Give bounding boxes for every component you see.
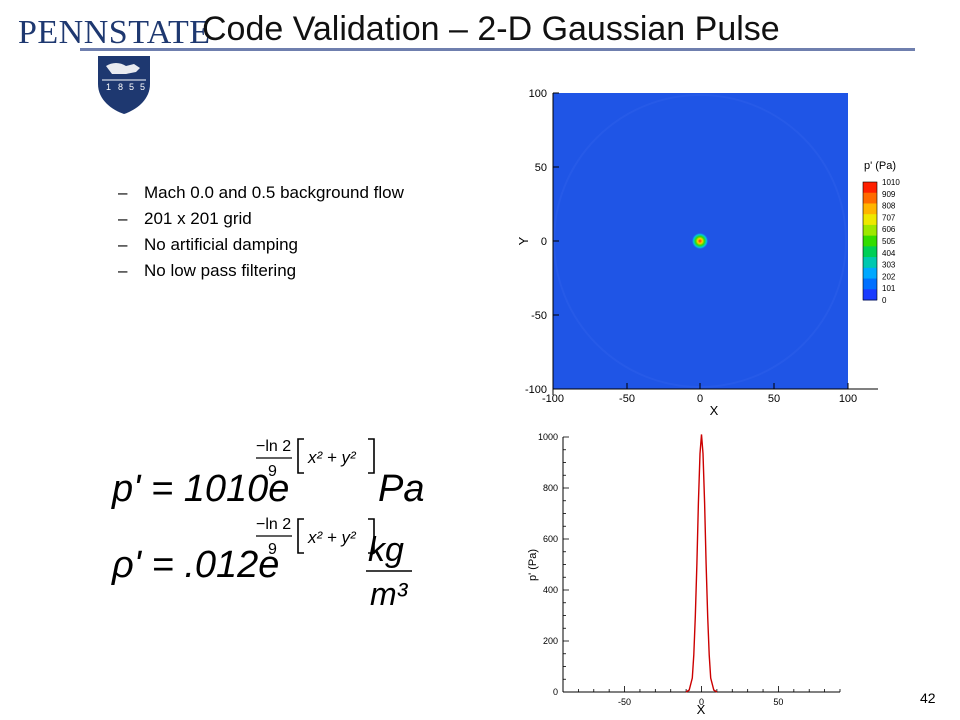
shield-year-digit: 5 bbox=[129, 82, 134, 92]
line-plot-axes bbox=[562, 436, 841, 693]
colorbar-segment bbox=[863, 246, 877, 258]
colorbar-level-label: 404 bbox=[882, 249, 896, 258]
pennstate-shield-icon: 1 8 5 5 bbox=[98, 56, 150, 114]
contour-plot: -100 -50 0 50 100 100 50 0 -50 -100 X Y … bbox=[516, 88, 900, 418]
colorbar-segment bbox=[863, 203, 877, 215]
x-tick-label: -50 bbox=[618, 697, 631, 707]
x-tick-label: -50 bbox=[619, 393, 635, 405]
y-tick-label: 1000 bbox=[538, 432, 558, 442]
gaussian-pulse bbox=[692, 233, 708, 249]
colorbar-segment bbox=[863, 267, 877, 280]
title-divider bbox=[80, 48, 915, 51]
y-tick-label: 200 bbox=[543, 636, 558, 646]
colorbar-level-label: 808 bbox=[882, 202, 896, 211]
x-tick-label: -100 bbox=[542, 393, 564, 405]
x-tick-label: 100 bbox=[839, 393, 857, 405]
colorbar-level-label: 303 bbox=[882, 261, 896, 270]
line-y-axis-label: p' (Pa) bbox=[527, 549, 539, 581]
colorbar-level-label: 606 bbox=[882, 225, 896, 234]
y-tick-label: 400 bbox=[543, 585, 558, 595]
bullet-item: – No low pass filtering bbox=[118, 261, 297, 280]
x-axis-label: X bbox=[710, 403, 719, 418]
pressure-exp-denominator: 9 bbox=[268, 463, 277, 480]
y-tick-label: 100 bbox=[529, 88, 547, 100]
x-tick-label: 50 bbox=[773, 697, 783, 707]
density-lhs: ρ' = .012e bbox=[111, 544, 279, 586]
pennstate-logo: PENNSTATE bbox=[18, 14, 211, 51]
slide-title: Code Validation – 2-D Gaussian Pulse bbox=[202, 10, 780, 48]
y-tick-label: -100 bbox=[525, 384, 547, 396]
bullet-item: – Mach 0.0 and 0.5 background flow bbox=[118, 183, 404, 202]
bullet-text: No low pass filtering bbox=[144, 261, 297, 280]
colorbar-segment bbox=[863, 235, 877, 247]
bullet-text: 201 x 201 grid bbox=[144, 209, 252, 228]
equations: p' = 1010e −ln 2 9 x² + y² Pa ρ' = .012e… bbox=[111, 438, 424, 612]
density-equation: ρ' = .012e −ln 2 9 x² + y² kg m³ bbox=[111, 516, 412, 612]
colorbar-segment bbox=[863, 214, 877, 226]
bullet-list: – Mach 0.0 and 0.5 background flow –201 x… bbox=[118, 180, 404, 284]
lion-icon bbox=[106, 63, 140, 74]
colorbar-level-label: 909 bbox=[882, 190, 896, 199]
series-line bbox=[685, 434, 718, 693]
x-tick-label: 50 bbox=[768, 393, 780, 405]
y-axis-label: Y bbox=[516, 236, 531, 245]
y-tick-label: 0 bbox=[541, 236, 547, 248]
y-tick-label: 50 bbox=[535, 162, 547, 174]
bullet-item: –201 x 201 grid bbox=[118, 209, 252, 228]
colorbar-segment bbox=[863, 257, 877, 269]
shield-year-digit: 1 bbox=[106, 82, 111, 92]
colorbar-level-label: 707 bbox=[882, 213, 896, 222]
pressure-unit: Pa bbox=[378, 468, 424, 510]
colorbar-segment bbox=[863, 192, 877, 204]
line-plot: -50 0 50 0 200 400 600 800 1000 X p' (Pa) bbox=[527, 432, 841, 717]
density-unit-denominator: m³ bbox=[370, 576, 409, 612]
colorbar-level-label: 101 bbox=[882, 284, 896, 293]
colorbar-level-label: 202 bbox=[882, 272, 896, 281]
colorbar-level-label: 505 bbox=[882, 237, 896, 246]
page-number: 42 bbox=[920, 690, 936, 706]
y-tick-label: 600 bbox=[543, 534, 558, 544]
contour-axes bbox=[552, 92, 878, 395]
line-x-axis-label: X bbox=[697, 702, 706, 717]
y-tick-label: 800 bbox=[543, 483, 558, 493]
line-plot-tick-labels: -50 0 50 0 200 400 600 800 1000 bbox=[538, 432, 783, 707]
colorbar-segment bbox=[863, 278, 877, 290]
x-tick-label: 0 bbox=[697, 393, 703, 405]
pressure-lhs: p' = 1010e bbox=[111, 468, 289, 510]
colorbar-segment bbox=[863, 224, 877, 237]
bullet-item: – No artificial damping bbox=[118, 235, 299, 254]
shield-year-digit: 5 bbox=[140, 82, 145, 92]
pressure-exp-bracket: x² + y² bbox=[307, 448, 357, 467]
y-tick-label: -50 bbox=[531, 310, 547, 322]
colorbar-segment bbox=[863, 289, 877, 301]
y-tick-label: 0 bbox=[553, 687, 558, 697]
density-unit-numerator: kg bbox=[368, 531, 404, 569]
colorbar-level-label: 1010 bbox=[882, 178, 900, 187]
bullet-text: No artificial damping bbox=[144, 235, 299, 254]
density-exp-numerator: −ln 2 bbox=[256, 516, 291, 533]
bullet-text: Mach 0.0 and 0.5 background flow bbox=[144, 183, 404, 202]
pressure-exp-numerator: −ln 2 bbox=[256, 438, 291, 455]
colorbar-level-label: 0 bbox=[882, 296, 887, 305]
density-exp-bracket: x² + y² bbox=[307, 528, 357, 547]
shield-year-digit: 8 bbox=[118, 82, 123, 92]
pressure-equation: p' = 1010e −ln 2 9 x² + y² Pa bbox=[111, 438, 424, 510]
x-tick-label: 0 bbox=[699, 697, 704, 707]
colorbar-segment bbox=[863, 182, 877, 194]
legend-title: p' (Pa) bbox=[864, 160, 896, 172]
colorbar bbox=[862, 181, 878, 301]
density-exp-denominator: 9 bbox=[268, 541, 277, 558]
